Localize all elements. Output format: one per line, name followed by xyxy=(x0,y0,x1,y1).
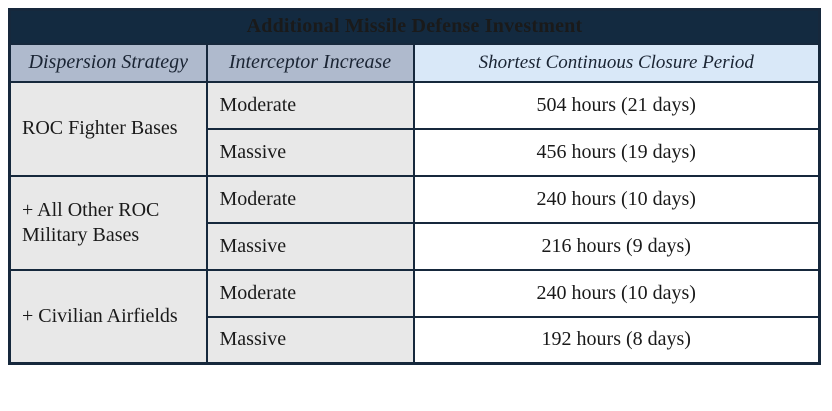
strategy-cell-all-other-roc-military-bases: + All Other ROC Military Bases xyxy=(8,174,208,271)
increase-cell: Moderate xyxy=(205,80,415,130)
col-header-interceptor-increase: Interceptor Increase xyxy=(205,42,415,83)
closure-cell: 240 hours (10 days) xyxy=(412,268,821,318)
table-row: Massive 216 hours (9 days) xyxy=(10,221,821,271)
increase-cell: Moderate xyxy=(205,174,415,224)
table-row: Massive 192 hours (8 days) xyxy=(10,315,821,365)
closure-cell: 216 hours (9 days) xyxy=(412,221,821,271)
increase-cell: Massive xyxy=(205,221,415,271)
table-row: + Civilian Airfields Moderate 240 hours … xyxy=(8,268,821,365)
header-row: Dispersion Strategy Interceptor Increase… xyxy=(8,42,821,83)
missile-defense-table: Additional Missile Defense Investment Di… xyxy=(8,8,821,365)
col-header-dispersion-strategy: Dispersion Strategy xyxy=(8,42,208,83)
strategy-cell-civilian-airfields: + Civilian Airfields xyxy=(8,268,208,365)
closure-cell: 240 hours (10 days) xyxy=(412,174,821,224)
increase-cell: Massive xyxy=(205,315,415,365)
increase-cell: Massive xyxy=(205,127,415,177)
title-row: Additional Missile Defense Investment xyxy=(8,8,821,45)
table-row: Massive 456 hours (19 days) xyxy=(10,127,821,177)
increase-cell: Moderate xyxy=(205,268,415,318)
closure-cell: 192 hours (8 days) xyxy=(412,315,821,365)
closure-cell: 504 hours (21 days) xyxy=(412,80,821,130)
col-header-closure-period: Shortest Continuous Closure Period xyxy=(412,42,821,83)
closure-cell: 456 hours (19 days) xyxy=(412,127,821,177)
strategy-cell-roc-fighter-bases: ROC Fighter Bases xyxy=(8,80,208,177)
table-row: ROC Fighter Bases Moderate 504 hours (21… xyxy=(8,80,821,177)
table-row: + All Other ROC Military Bases Moderate … xyxy=(8,174,821,271)
table-title: Additional Missile Defense Investment xyxy=(8,8,821,45)
